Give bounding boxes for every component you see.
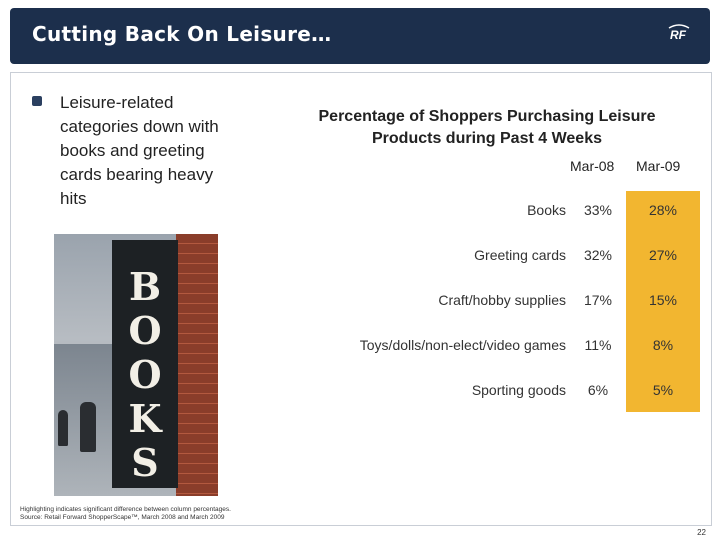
row-label-books: Books bbox=[527, 202, 566, 218]
column-header-mar08: Mar-08 bbox=[570, 158, 615, 174]
value-mar09-sporting-goods: 5% bbox=[652, 382, 674, 398]
sign-letter: K bbox=[128, 396, 162, 441]
value-mar08-sporting-goods: 6% bbox=[587, 382, 609, 398]
photo-person bbox=[58, 410, 68, 446]
value-mar09-toys: 8% bbox=[652, 337, 674, 353]
bullet-text: Leisure-related categories down with boo… bbox=[60, 93, 219, 208]
sign-letter: B bbox=[128, 264, 162, 309]
row-label-toys: Toys/dolls/non-elect/video games bbox=[359, 337, 566, 353]
rf-logo-icon: RF bbox=[666, 22, 692, 48]
row-label-sporting-goods: Sporting goods bbox=[471, 382, 566, 398]
value-mar08-greeting-cards: 32% bbox=[583, 247, 613, 263]
table-title: Percentage of Shoppers Purchasing Leisur… bbox=[318, 108, 656, 147]
row-label-craft-hobby: Craft/hobby supplies bbox=[438, 292, 566, 308]
value-mar08-toys: 11% bbox=[584, 337, 612, 353]
sign-letter: S bbox=[131, 440, 159, 485]
value-mar09-greeting-cards: 27% bbox=[648, 247, 678, 263]
logo-text: RF bbox=[670, 28, 686, 42]
value-mar09-books: 28% bbox=[648, 202, 678, 218]
value-mar08-books: 33% bbox=[583, 202, 613, 218]
column-header-mar09: Mar-09 bbox=[636, 158, 681, 174]
books-sign bbox=[112, 240, 178, 488]
row-label-greeting-cards: Greeting cards bbox=[474, 247, 566, 263]
photo-brick-wall bbox=[176, 234, 218, 496]
footnote-source: Source: Retail Forward ShopperScape™, Ma… bbox=[20, 514, 225, 521]
photo-person bbox=[80, 402, 96, 452]
footnote: Highlighting indicates significant diffe… bbox=[20, 506, 231, 522]
value-mar09-craft-hobby: 15% bbox=[648, 292, 678, 308]
value-mar08-craft-hobby: 17% bbox=[583, 292, 613, 308]
bullet-icon bbox=[32, 96, 42, 106]
highlight-column bbox=[626, 191, 700, 412]
sign-letter: O bbox=[128, 308, 162, 353]
footnote-highlight-note: Highlighting indicates significant diffe… bbox=[20, 506, 231, 513]
slide-title: Cutting Back On Leisure… bbox=[32, 22, 332, 46]
slide-header: Cutting Back On Leisure… RF bbox=[10, 8, 710, 64]
sign-letter: O bbox=[128, 352, 162, 397]
page-number: 22 bbox=[697, 528, 706, 537]
books-store-photo: B O O K S bbox=[54, 234, 218, 496]
